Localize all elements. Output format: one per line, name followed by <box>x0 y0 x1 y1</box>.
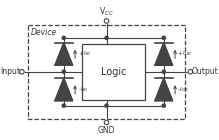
Text: -I$_{IK}$: -I$_{IK}$ <box>78 85 88 94</box>
Polygon shape <box>55 43 73 65</box>
Text: V$_{CC}$: V$_{CC}$ <box>99 5 114 18</box>
Circle shape <box>105 104 108 107</box>
Circle shape <box>20 69 24 74</box>
Circle shape <box>104 19 109 23</box>
Circle shape <box>62 70 65 73</box>
Circle shape <box>105 36 108 39</box>
Circle shape <box>162 36 165 39</box>
Polygon shape <box>155 43 173 65</box>
Circle shape <box>104 120 109 125</box>
Text: Input: Input <box>0 67 20 76</box>
Polygon shape <box>155 78 173 101</box>
Circle shape <box>188 69 193 74</box>
Circle shape <box>62 104 65 107</box>
Text: Logic: Logic <box>101 67 127 77</box>
Text: Output: Output <box>192 67 219 76</box>
Bar <box>28 25 185 119</box>
Circle shape <box>162 70 165 73</box>
Text: +I$_{IK}$: +I$_{IK}$ <box>78 50 91 59</box>
Bar <box>82 44 145 100</box>
Text: -I$_{OK}$: -I$_{OK}$ <box>177 85 190 94</box>
Polygon shape <box>55 78 73 101</box>
Circle shape <box>162 104 165 107</box>
Text: GND: GND <box>98 126 115 135</box>
Text: +I$_{OK}$: +I$_{OK}$ <box>177 50 193 59</box>
Text: Device: Device <box>31 28 57 37</box>
Circle shape <box>62 36 65 39</box>
